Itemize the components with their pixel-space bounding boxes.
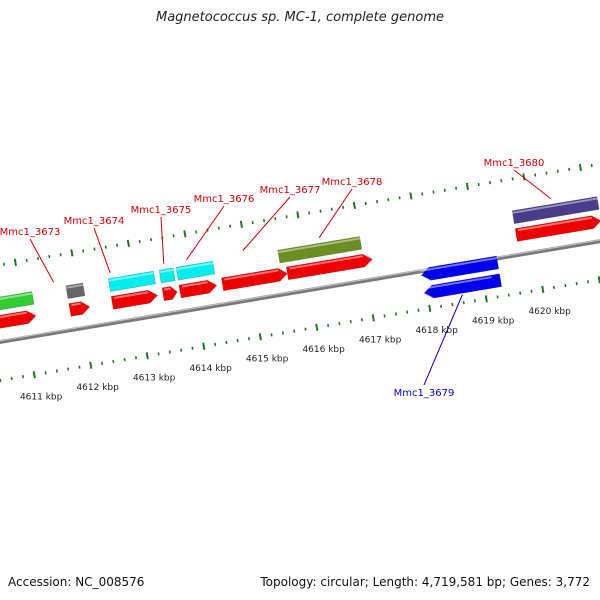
gene-feature-block[interactable] — [158, 267, 176, 284]
inner-major-tick — [371, 314, 375, 322]
feature-track — [0, 196, 600, 334]
outer-tick-ring — [3, 163, 593, 266]
feature-highlight — [65, 283, 84, 289]
callout-line — [160, 216, 165, 264]
inner-tick-ring — [0, 276, 600, 383]
forward-cds-arrow[interactable] — [514, 215, 600, 242]
scale-label: 4613 kbp — [133, 373, 176, 383]
forward-cds-arrow[interactable] — [178, 279, 218, 299]
gene-feature-block[interactable] — [420, 255, 500, 281]
gene-label[interactable]: Mmc1_3676 — [194, 194, 255, 205]
outer-major-tick — [239, 220, 243, 228]
feature-highlight — [512, 197, 598, 214]
scale-label: 4616 kbp — [302, 345, 345, 355]
inner-major-tick — [484, 295, 488, 303]
outer-major-tick — [13, 258, 17, 266]
forward-cds-arrow[interactable] — [285, 253, 373, 281]
inner-major-tick — [541, 285, 545, 293]
gene-feature-block[interactable] — [175, 260, 216, 281]
gene-label[interactable]: Mmc1_3678 — [322, 177, 383, 188]
gene-label[interactable]: Mmc1_3680 — [484, 158, 545, 169]
scale-label: 4620 kbp — [528, 307, 571, 317]
callout-line — [513, 169, 552, 200]
feature-highlight — [517, 216, 592, 232]
callout-line — [29, 238, 55, 283]
outer-major-tick — [70, 249, 74, 257]
inner-major-tick — [89, 361, 93, 369]
outer-major-tick — [465, 182, 469, 191]
outer-major-tick — [409, 192, 413, 200]
feature-highlight — [277, 237, 361, 254]
outer-major-tick — [578, 163, 582, 172]
feature-highlight — [425, 276, 492, 290]
accession-text: Accession: NC_008576 — [8, 575, 145, 589]
inner-major-tick — [315, 323, 319, 331]
gene-feature-block[interactable] — [107, 270, 156, 292]
gene-label[interactable]: Mmc1_3673 — [0, 227, 60, 238]
backbone-line — [0, 239, 600, 345]
callout-line — [423, 294, 463, 386]
gene-label[interactable]: Mmc1_3674 — [64, 216, 125, 227]
feature-highlight — [113, 291, 149, 299]
feature-highlight — [176, 262, 214, 271]
forward-cds-arrow[interactable] — [68, 301, 91, 317]
feature-highlight — [163, 287, 172, 291]
inner-major-tick — [428, 304, 432, 312]
backbone-ring — [0, 239, 600, 345]
map-title: Magnetococcus sp. MC-1, complete genome — [155, 10, 445, 25]
feature-highlight — [181, 281, 208, 288]
genome-info-text: Topology: circular; Length: 4,719,581 bp… — [260, 575, 590, 589]
gene-label[interactable]: Mmc1_3679 — [394, 388, 455, 399]
scale-label: 4612 kbp — [76, 383, 119, 393]
gene-label[interactable]: Mmc1_3675 — [131, 205, 192, 216]
scale-label: 4614 kbp — [189, 364, 232, 374]
scale-label: 4611 kbp — [20, 392, 63, 402]
forward-cds-arrow[interactable] — [161, 286, 178, 302]
feature-highlight — [108, 272, 154, 282]
outer-major-tick — [183, 230, 187, 238]
inner-major-tick — [202, 342, 206, 350]
feature-highlight — [0, 311, 27, 319]
callout-line — [242, 196, 291, 251]
forward-cds-arrow[interactable] — [0, 310, 37, 334]
feature-highlight — [420, 257, 498, 272]
scale-label: 4619 kbp — [472, 317, 515, 327]
scale-label: 4615 kbp — [246, 354, 289, 364]
feature-highlight — [289, 255, 364, 270]
gene-feature-block[interactable] — [65, 282, 86, 299]
scale-label: 4618 kbp — [415, 326, 458, 336]
callout-line — [318, 188, 353, 238]
inner-major-tick — [32, 371, 36, 379]
callout-line — [93, 227, 111, 273]
gene-feature-block[interactable] — [277, 236, 363, 264]
scale-labels: 4611 kbp 4612 kbp 4613 kbp 4614 kbp 4615 kbp… — [20, 307, 571, 402]
outer-major-tick — [522, 173, 526, 181]
feature-highlight — [0, 292, 33, 300]
outer-major-tick — [296, 211, 300, 219]
scale-label: 4617 kbp — [359, 336, 402, 346]
callout-line — [185, 205, 225, 261]
feature-highlight — [71, 302, 82, 307]
backbone-highlight — [0, 239, 600, 342]
forward-cds-arrow[interactable] — [110, 289, 158, 310]
forward-cds-arrow[interactable] — [221, 268, 288, 292]
outer-major-tick — [352, 201, 356, 210]
reverse-cds-arrow[interactable] — [423, 273, 503, 299]
gene-feature-block[interactable] — [511, 196, 600, 225]
feature-highlight — [224, 269, 279, 281]
inner-major-tick — [145, 352, 149, 360]
gene-feature-block[interactable] — [0, 291, 35, 316]
gene-label[interactable]: Mmc1_3677 — [260, 185, 321, 196]
inner-major-tick — [258, 333, 262, 341]
outer-major-tick — [126, 239, 130, 247]
feature-highlight — [159, 268, 174, 274]
